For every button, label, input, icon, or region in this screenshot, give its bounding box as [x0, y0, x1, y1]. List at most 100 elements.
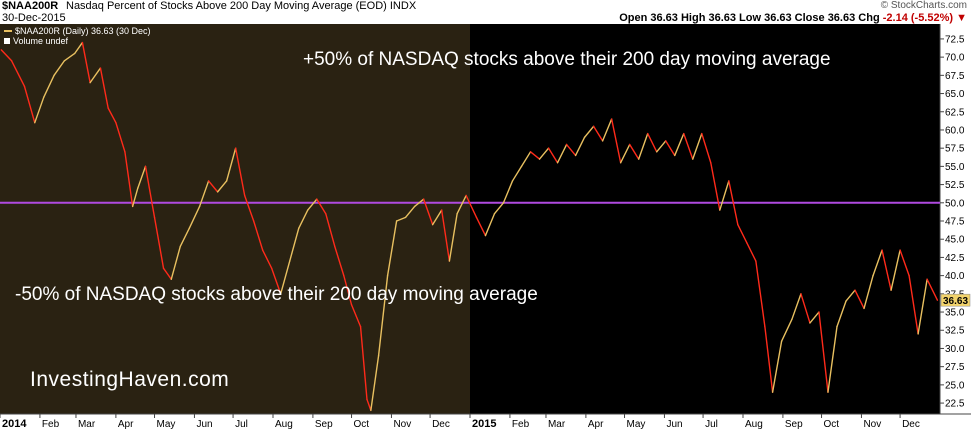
x-tick-label: Feb [512, 419, 530, 430]
y-tick-label: 67.5 [945, 71, 965, 82]
x-tick-label: May [627, 419, 646, 430]
series-segment [881, 249, 892, 291]
series-segment [710, 162, 721, 211]
background-2015 [470, 24, 940, 414]
x-tick-label: Sep [315, 419, 333, 430]
quote-values: Open 36.63 High 36.63 Low 36.63 Close 36… [619, 12, 880, 24]
ticker-symbol: $NAA200R [2, 0, 59, 12]
legend-volume-label: Volume undef [13, 36, 69, 46]
series-segment [456, 194, 467, 215]
series-segment [592, 125, 604, 142]
background-2014 [0, 24, 470, 414]
series-segment [465, 194, 478, 219]
annotation-above-50: +50% of NASDAQ stocks above their 200 da… [303, 49, 831, 70]
series-segment [350, 304, 362, 328]
x-tick-label: 2014 [2, 418, 27, 430]
y-tick-label: 70.0 [945, 53, 965, 64]
series-segment [656, 140, 667, 153]
chart-canvas: 72.5 70.0 67.5 65.0 62.5 60.0 57.5 55.0 52.5 50.0… [0, 24, 971, 430]
y-tick-label: 40.0 [945, 271, 965, 282]
series-segment [610, 118, 622, 164]
chart-date: 30-Dec-2015 [2, 12, 66, 24]
series-segment [359, 325, 368, 401]
series-segment [665, 140, 676, 157]
series-swatch [4, 30, 12, 32]
series-segment [73, 41, 84, 55]
series-segment [908, 274, 919, 335]
series-segment [198, 180, 210, 208]
y-tick-label: 57.5 [945, 144, 965, 155]
series-segment [144, 165, 156, 219]
series-segment [10, 60, 26, 87]
x-tick-label: Sep [785, 419, 803, 430]
x-tick-label: Apr [588, 419, 604, 430]
series-segment [583, 125, 595, 138]
series-segment [207, 180, 219, 193]
series-segment [34, 96, 45, 124]
chart-legend: $NAA200R (Daily) 36.63 (30 Dec) Volume u… [4, 26, 151, 46]
last-value-box [940, 293, 971, 307]
y-axis-panel [940, 24, 971, 414]
series-segment [243, 194, 255, 222]
series-segment [899, 249, 910, 277]
series-segment [316, 198, 327, 215]
series-segment [43, 74, 55, 98]
series-segment [800, 293, 811, 324]
x-tick-label: Aug [745, 419, 763, 430]
y-tick-label: 22.5 [945, 399, 965, 410]
last-value-label: 36.63 [943, 296, 968, 307]
series-segment [386, 220, 398, 277]
series-segment [404, 205, 416, 219]
legend-series-row: $NAA200R (Daily) 36.63 (30 Dec) [4, 26, 151, 36]
series-segment [325, 213, 336, 248]
x-tick-label: Nov [393, 419, 411, 430]
series-segment [261, 249, 273, 270]
x-tick-label: 2015 [472, 418, 496, 430]
y-tick-label: 32.5 [945, 326, 965, 337]
legend-series-label: $NAA200R (Daily) 36.63 (30 Dec) [15, 26, 151, 36]
series-segment [89, 67, 102, 84]
series-segment [475, 216, 487, 237]
series-segment [529, 151, 541, 160]
series-segment [366, 398, 372, 412]
series-segment [448, 213, 458, 262]
series-segment [637, 132, 649, 160]
series-segment [23, 85, 36, 124]
series-segment [890, 249, 901, 291]
series-segment [854, 289, 865, 310]
y-tick-label: 45.0 [945, 235, 965, 246]
x-tick-label: Nov [863, 419, 881, 430]
series-segment [780, 318, 793, 342]
brand-watermark: InvestingHaven.com [30, 368, 230, 391]
y-tick-label: 60.0 [945, 125, 965, 136]
y-tick-label: 50.0 [945, 198, 965, 209]
series-segment [791, 293, 802, 321]
series-segment [565, 143, 577, 157]
y-tick-label: 25.0 [945, 380, 965, 391]
y-tick-label: 55.0 [945, 162, 965, 173]
series-segment [81, 41, 91, 84]
series-segment [298, 209, 309, 229]
series-segment [216, 180, 228, 193]
series-line [0, 41, 939, 412]
series-segment [422, 198, 434, 226]
series-segment [413, 198, 425, 208]
x-tick-label: Jun [196, 419, 212, 430]
series-segment [872, 249, 883, 277]
x-axis-panel [0, 414, 971, 430]
series-segment [440, 209, 451, 262]
series-segment [280, 260, 291, 295]
volume-swatch [4, 38, 10, 44]
quote-summary: Open 36.63 High 36.63 Low 36.63 Close 36… [619, 12, 967, 24]
series-segment [628, 143, 640, 160]
series-segment [827, 325, 838, 393]
series-segment [917, 278, 928, 335]
series-segment [162, 267, 172, 280]
series-segment [601, 118, 613, 142]
x-tick-label: Dec [902, 419, 920, 430]
x-tick-label: Jul [705, 419, 718, 430]
series-segment [818, 311, 829, 393]
series-segment [179, 227, 190, 248]
series-segment [845, 289, 856, 302]
series-segment [395, 216, 407, 222]
